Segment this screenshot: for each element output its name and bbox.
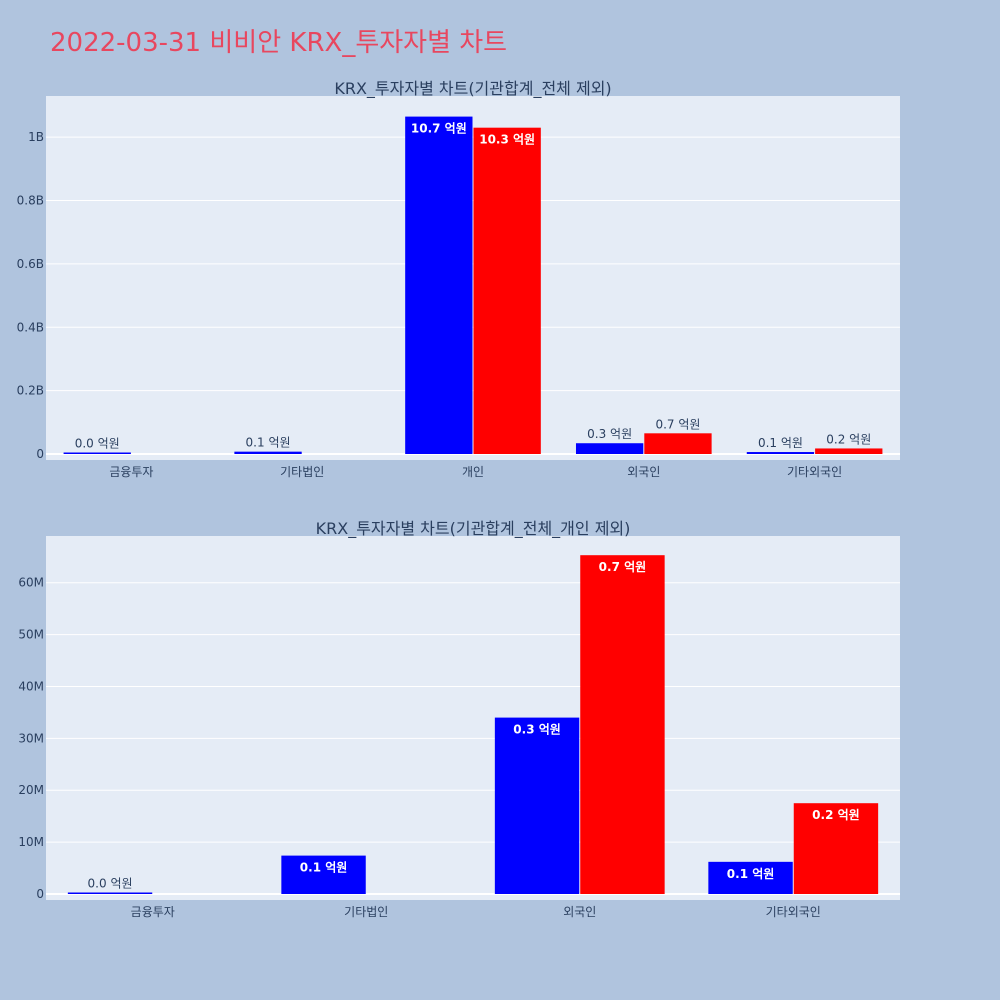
data-label: 0.1 억원 <box>246 436 291 450</box>
y-tick-label: 50M <box>18 628 44 642</box>
bar <box>793 803 879 894</box>
y-tick-label: 0.2B <box>17 384 44 398</box>
x-tick-label: 기타법인 <box>344 905 388 919</box>
y-tick-label: 0 <box>36 887 44 901</box>
x-tick-label: 외국인 <box>627 465 660 479</box>
y-tick-label: 0.4B <box>17 320 44 334</box>
bar <box>473 127 541 455</box>
y-tick-label: 60M <box>18 576 44 590</box>
y-tick-label: 0.6B <box>17 257 44 271</box>
x-tick-label: 외국인 <box>563 905 596 919</box>
bar <box>746 452 815 454</box>
x-tick-label: 기타외국인 <box>766 905 821 919</box>
data-label: 10.3 억원 <box>479 133 535 147</box>
bar <box>234 451 302 454</box>
chart-title: KRX_투자자별 차트(기관합계_전체 제외) <box>334 79 611 99</box>
x-tick-label: 기타법인 <box>280 465 324 479</box>
x-tick-label: 금융투자 <box>109 465 153 479</box>
x-tick-label: 개인 <box>462 465 484 479</box>
chart-title: KRX_투자자별 차트(기관합계_전체_개인 제외) <box>316 519 631 539</box>
data-label: 0.7 억원 <box>599 560 647 574</box>
y-tick-label: 0 <box>36 447 44 461</box>
data-label: 0.1 억원 <box>727 867 775 881</box>
y-tick-label: 0.8B <box>17 194 44 208</box>
bar <box>815 448 883 454</box>
data-label: 0.1 억원 <box>300 861 348 875</box>
data-label: 0.1 억원 <box>758 436 803 450</box>
bar <box>580 555 665 894</box>
data-label: 0.0 억원 <box>88 877 133 891</box>
bar <box>67 892 153 894</box>
x-tick-label: 금융투자 <box>131 905 175 919</box>
data-label: 0.2 억원 <box>826 432 871 446</box>
bar <box>575 443 644 454</box>
y-tick-label: 10M <box>18 835 44 849</box>
bar <box>494 717 580 894</box>
y-tick-label: 40M <box>18 679 44 693</box>
bar <box>644 433 712 454</box>
data-label: 0.0 억원 <box>75 437 120 451</box>
plot-area <box>46 96 900 460</box>
y-tick-label: 20M <box>18 783 44 797</box>
data-label: 10.7 억원 <box>411 122 467 136</box>
y-tick-label: 30M <box>18 731 44 745</box>
plot-area <box>46 536 900 900</box>
chart-investor-all: KRX_투자자별 차트(기관합계_전체 제외) 0 0.2B 0.4B 0.6B 0.8B… <box>17 79 900 479</box>
x-tick-label: 기타외국인 <box>787 465 842 479</box>
chart-investor-excluding-individual: KRX_투자자별 차트(기관합계_전체_개인 제외) 0 10M 20M 30M 40M 5… <box>18 519 900 919</box>
bar <box>63 452 131 454</box>
data-label: 0.7 억원 <box>655 417 700 431</box>
bar <box>281 855 366 894</box>
bar <box>405 116 473 454</box>
data-label: 0.3 억원 <box>587 427 632 441</box>
data-label: 0.3 억원 <box>513 723 561 737</box>
page-title: 2022-03-31 비비안 KRX_투자자별 차트 <box>50 28 508 58</box>
y-tick-label: 1B <box>28 130 44 144</box>
bar <box>708 861 793 894</box>
data-label: 0.2 억원 <box>812 808 860 822</box>
